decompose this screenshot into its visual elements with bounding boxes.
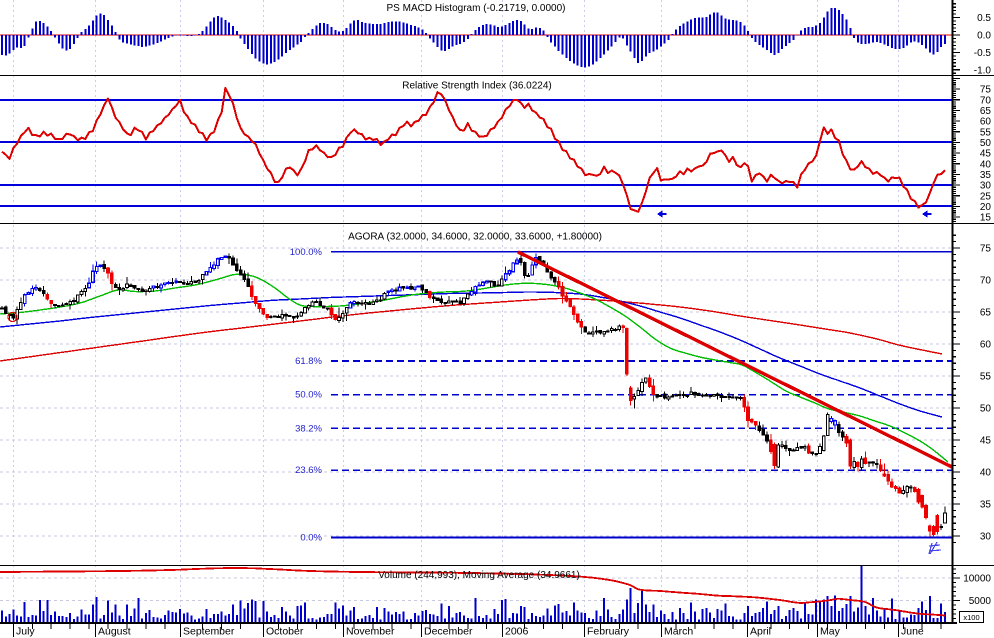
- svg-text:30: 30: [980, 532, 992, 543]
- svg-text:100.0%: 100.0%: [290, 247, 323, 258]
- svg-text:65: 65: [980, 308, 992, 319]
- svg-text:0.5: 0.5: [977, 13, 991, 24]
- svg-text:July: July: [16, 626, 35, 638]
- svg-text:-0.5: -0.5: [974, 48, 992, 59]
- svg-text:60: 60: [980, 117, 992, 128]
- svg-text:May: May: [820, 626, 841, 638]
- svg-text:23.6%: 23.6%: [295, 465, 322, 476]
- svg-text:70: 70: [980, 276, 992, 287]
- svg-text:August: August: [98, 626, 131, 638]
- svg-text:September: September: [183, 626, 235, 638]
- svg-text:Relative Strength Index (36.02: Relative Strength Index (36.0224): [402, 81, 552, 92]
- svg-text:55: 55: [980, 372, 992, 383]
- svg-text:0.0%: 0.0%: [300, 533, 322, 544]
- svg-text:2006: 2006: [505, 626, 529, 638]
- svg-text:April: April: [750, 626, 771, 638]
- svg-text:40: 40: [980, 159, 992, 170]
- svg-text:-1.0: -1.0: [974, 65, 992, 76]
- svg-text:25: 25: [980, 191, 992, 202]
- svg-text:June: June: [901, 626, 924, 638]
- svg-text:50.0%: 50.0%: [295, 390, 322, 401]
- svg-text:February: February: [587, 626, 630, 638]
- svg-text:x100: x100: [963, 613, 979, 622]
- svg-text:61.8%: 61.8%: [295, 356, 322, 367]
- svg-text:75: 75: [980, 244, 992, 255]
- svg-text:50: 50: [980, 138, 992, 149]
- svg-text:65: 65: [980, 106, 992, 117]
- svg-text:50: 50: [980, 404, 992, 415]
- svg-text:AGORA (32.0000, 34.6000, 32.00: AGORA (32.0000, 34.6000, 32.0000, 33.600…: [348, 232, 602, 243]
- svg-text:0.0: 0.0: [977, 31, 991, 42]
- svg-text:15: 15: [980, 213, 992, 224]
- svg-text:70: 70: [980, 95, 992, 106]
- svg-text:30: 30: [980, 181, 992, 192]
- svg-text:5000: 5000: [969, 596, 992, 607]
- svg-text:55: 55: [980, 127, 992, 138]
- svg-text:60: 60: [980, 340, 992, 351]
- svg-text:38.2%: 38.2%: [295, 423, 322, 434]
- svg-text:40: 40: [980, 468, 992, 479]
- svg-text:35: 35: [980, 170, 992, 181]
- svg-text:December: December: [424, 626, 473, 638]
- svg-text:35: 35: [980, 500, 992, 511]
- svg-text:75: 75: [980, 85, 992, 96]
- svg-text:March: March: [664, 626, 693, 638]
- svg-text:45: 45: [980, 149, 992, 160]
- svg-text:PS MACD Histogram (-0.21719, 0: PS MACD Histogram (-0.21719, 0.0000): [387, 3, 566, 14]
- svg-text:November: November: [346, 626, 395, 638]
- svg-text:20: 20: [980, 202, 992, 213]
- svg-text:October: October: [266, 626, 304, 638]
- svg-text:45: 45: [980, 436, 992, 447]
- svg-text:Volume (244,993), Moving Avera: Volume (244,993), Moving Average (34.966…: [378, 570, 580, 581]
- svg-text:10000: 10000: [963, 574, 991, 585]
